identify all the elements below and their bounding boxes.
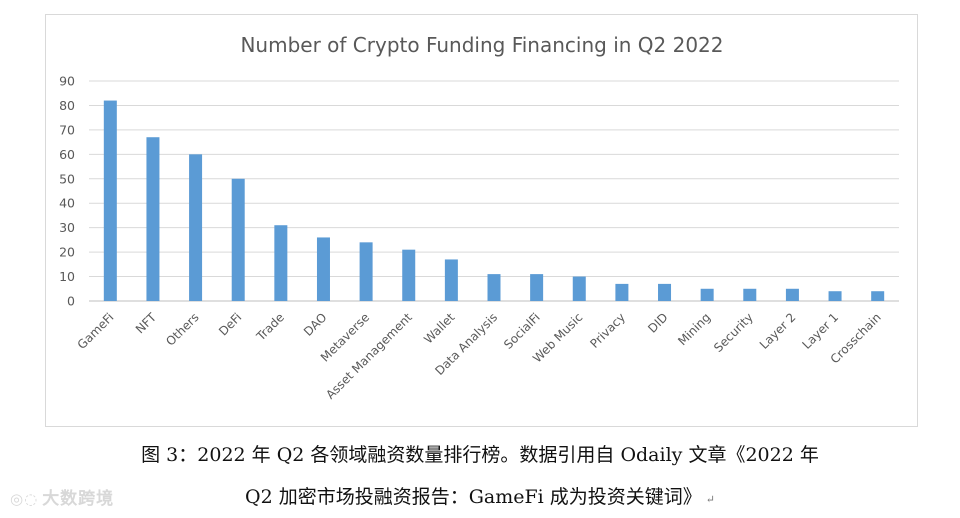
x-category-label: Mining (675, 310, 713, 348)
x-category-label: Privacy (587, 310, 628, 351)
bar-gamefi (103, 100, 117, 301)
bar-others (189, 154, 203, 301)
x-category-label: Layer 1 (800, 310, 842, 352)
y-tick-label: 0 (67, 294, 75, 309)
bar-chart: Number of Crypto Funding Financing in Q2… (59, 33, 899, 402)
bar-metaverse (359, 242, 373, 301)
x-category-label: Layer 2 (757, 310, 799, 352)
x-category-label: NFT (133, 310, 160, 337)
y-tick-label: 20 (59, 245, 75, 260)
x-category-label: GameFi (75, 310, 117, 352)
x-category-label: Wallet (421, 310, 457, 346)
x-category-label: Trade (253, 310, 287, 344)
bar-privacy (615, 283, 629, 301)
bar-data-analysis (487, 274, 501, 301)
bar-asset-management (402, 249, 416, 301)
chart-title: Number of Crypto Funding Financing in Q2… (240, 33, 723, 57)
x-category-label: DID (645, 310, 670, 335)
y-tick-label: 70 (59, 122, 75, 137)
x-category-label: DeFi (216, 310, 244, 338)
y-tick-label: 30 (59, 220, 75, 235)
bars (103, 100, 885, 301)
figure-caption-line-2: Q2 加密市场投融资报告：GameFi 成为投资关键词》 ↵ (0, 482, 960, 509)
watermark-text: 大数跨境 (42, 489, 115, 509)
x-category-label: Asset Management (323, 310, 415, 402)
x-category-label: SocialFi (501, 310, 543, 352)
chart-frame: Number of Crypto Funding Financing in Q2… (45, 14, 918, 427)
y-tick-label: 10 (59, 269, 75, 284)
x-category-label: Security (711, 310, 756, 355)
x-axis-labels: GameFi NFT Others DeFi Trade DAOMetaverseAsse… (75, 310, 884, 402)
watermark-logo-icon: ◎◌ (10, 490, 39, 508)
bar-web-music (572, 276, 586, 301)
bar-layer-2 (785, 288, 799, 301)
x-category-label: DAO (301, 310, 330, 339)
x-category-label: Others (163, 310, 201, 348)
bar-crosschain (871, 291, 885, 301)
paragraph-return-mark: ↵ (705, 493, 715, 506)
watermark: ◎◌ 大数跨境 (10, 484, 114, 509)
bar-dao (316, 237, 330, 301)
y-tick-label: 80 (59, 98, 75, 113)
y-axis-ticks: 0 10 20 30 40 50 60 70 80 90 (59, 74, 75, 309)
y-tick-label: 90 (59, 74, 75, 89)
bar-mining (700, 288, 714, 301)
bar-trade (274, 225, 288, 301)
bar-socialfi (530, 274, 544, 301)
y-tick-label: 60 (59, 147, 75, 162)
figure-caption-line-2-text: Q2 加密市场投融资报告：GameFi 成为投资关键词》 (245, 486, 702, 508)
y-tick-label: 50 (59, 171, 75, 186)
bar-defi (231, 178, 245, 301)
bar-nft (146, 137, 160, 301)
bar-wallet (444, 259, 458, 301)
bar-layer-1 (828, 291, 842, 301)
y-tick-label: 40 (59, 196, 75, 211)
gridlines (89, 80, 899, 302)
bar-did (658, 283, 672, 301)
bar-security (743, 288, 757, 301)
figure-caption-line-1: 图 3：2022 年 Q2 各领域融资数量排行榜。数据引用自 Odaily 文章… (141, 444, 819, 466)
